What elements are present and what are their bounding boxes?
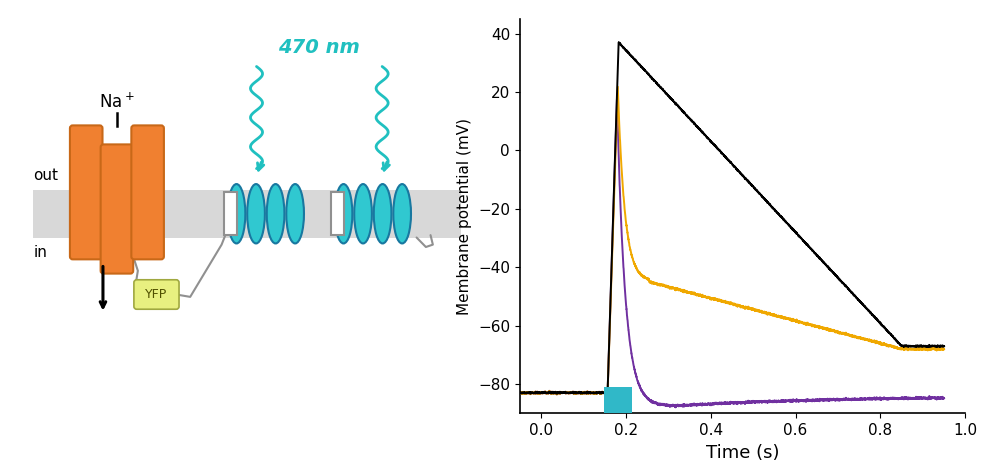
Text: YFP: YFP xyxy=(146,288,167,301)
Text: Na$^+$: Na$^+$ xyxy=(99,92,135,112)
FancyBboxPatch shape xyxy=(101,144,134,274)
Ellipse shape xyxy=(374,184,391,243)
Text: in: in xyxy=(34,245,48,260)
Y-axis label: Membrane potential (mV): Membrane potential (mV) xyxy=(457,118,472,314)
Ellipse shape xyxy=(286,184,304,243)
Ellipse shape xyxy=(266,184,284,243)
Bar xyxy=(604,387,633,413)
Ellipse shape xyxy=(335,184,352,243)
Bar xyxy=(34,190,461,238)
Ellipse shape xyxy=(354,184,372,243)
X-axis label: Time (s): Time (s) xyxy=(706,444,779,462)
Text: 470 nm: 470 nm xyxy=(278,38,360,57)
Ellipse shape xyxy=(393,184,411,243)
Text: out: out xyxy=(34,168,58,183)
Ellipse shape xyxy=(248,184,265,243)
FancyBboxPatch shape xyxy=(70,125,103,259)
Bar xyxy=(225,192,238,235)
FancyBboxPatch shape xyxy=(132,125,164,259)
Bar xyxy=(332,192,345,235)
FancyBboxPatch shape xyxy=(134,280,179,309)
Ellipse shape xyxy=(228,184,246,243)
